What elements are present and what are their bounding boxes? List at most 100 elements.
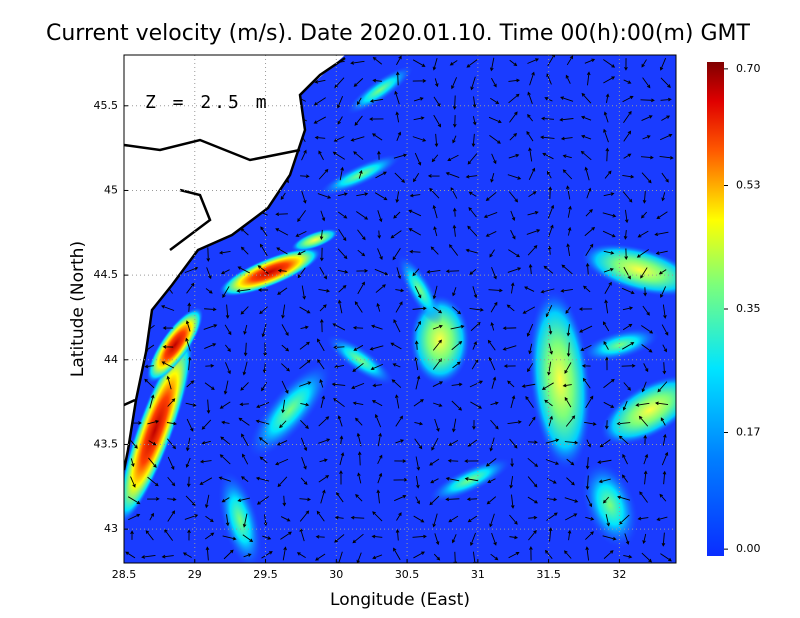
arrow bbox=[565, 306, 571, 314]
arrow bbox=[299, 510, 310, 522]
arrow bbox=[243, 553, 252, 558]
arrow bbox=[369, 98, 384, 103]
arrow bbox=[218, 476, 231, 482]
arrow bbox=[295, 230, 307, 237]
arrow bbox=[452, 95, 457, 110]
arrow bbox=[354, 301, 363, 313]
arrow bbox=[585, 531, 594, 540]
arrow bbox=[451, 400, 463, 411]
arrow bbox=[414, 421, 424, 426]
arrow bbox=[507, 267, 522, 273]
arrow bbox=[659, 57, 667, 71]
arrow bbox=[413, 173, 420, 183]
arrow bbox=[314, 79, 326, 84]
arrow bbox=[164, 529, 174, 541]
arrow bbox=[334, 364, 345, 369]
arrow bbox=[337, 211, 348, 219]
arrow bbox=[527, 496, 538, 504]
arrow bbox=[603, 250, 615, 255]
arrow bbox=[464, 477, 479, 482]
arrow bbox=[623, 130, 632, 142]
arrow bbox=[317, 359, 325, 370]
arrow bbox=[390, 342, 402, 350]
arrow bbox=[377, 472, 383, 484]
arrow bbox=[148, 457, 157, 468]
arrow bbox=[433, 553, 441, 561]
arrow bbox=[299, 341, 310, 350]
arrow bbox=[350, 515, 365, 520]
arrow bbox=[597, 459, 612, 464]
arrow bbox=[584, 58, 596, 64]
arrow bbox=[377, 210, 383, 223]
arrow bbox=[427, 174, 440, 178]
arrow bbox=[640, 211, 648, 219]
arrow bbox=[602, 321, 610, 332]
arrow bbox=[662, 362, 667, 375]
arrow bbox=[622, 191, 633, 203]
arrow bbox=[603, 192, 615, 197]
arrow bbox=[395, 191, 400, 204]
arrow bbox=[489, 249, 495, 258]
arrow bbox=[528, 529, 537, 541]
arrow bbox=[643, 470, 648, 485]
arrow bbox=[204, 307, 217, 312]
arrow bbox=[566, 55, 574, 66]
arrow bbox=[371, 534, 383, 539]
arrow bbox=[409, 249, 421, 254]
arrow bbox=[257, 265, 269, 274]
arrow bbox=[356, 192, 369, 197]
arrow bbox=[331, 382, 346, 387]
arrow bbox=[354, 115, 363, 126]
arrow bbox=[603, 378, 615, 389]
arrow bbox=[447, 458, 459, 463]
arrow bbox=[149, 394, 155, 409]
arrow bbox=[243, 324, 248, 335]
arrow bbox=[487, 478, 496, 484]
arrow bbox=[527, 457, 539, 468]
arrow bbox=[660, 417, 666, 426]
arrow bbox=[162, 345, 174, 349]
arrow bbox=[313, 97, 326, 106]
arrow bbox=[559, 117, 574, 122]
arrow bbox=[540, 135, 555, 140]
arrow bbox=[525, 396, 534, 408]
arrow bbox=[585, 457, 590, 470]
arrow bbox=[622, 323, 633, 331]
arrow bbox=[490, 301, 498, 313]
arrow bbox=[392, 363, 401, 368]
arrow bbox=[224, 344, 231, 352]
arrow bbox=[603, 401, 615, 408]
arrow bbox=[488, 288, 503, 293]
arrow bbox=[125, 551, 136, 559]
x-tick-label: 32 bbox=[612, 568, 626, 581]
arrow bbox=[450, 187, 458, 199]
arrow bbox=[299, 359, 311, 370]
arrow bbox=[586, 71, 591, 86]
arrow bbox=[431, 437, 439, 451]
arrow bbox=[641, 325, 654, 334]
arrow bbox=[548, 527, 553, 542]
arrow bbox=[338, 229, 347, 242]
arrow bbox=[318, 168, 329, 180]
arrow bbox=[623, 79, 632, 84]
arrow bbox=[528, 147, 533, 162]
arrow bbox=[466, 497, 478, 502]
arrow bbox=[377, 230, 382, 239]
arrow bbox=[412, 136, 427, 142]
arrow bbox=[337, 192, 348, 197]
arrow bbox=[219, 250, 231, 255]
arrow bbox=[432, 204, 438, 219]
arrow bbox=[636, 249, 649, 258]
colorbar-tick-label: 0.17 bbox=[736, 426, 761, 439]
arrow bbox=[622, 400, 628, 411]
arrow bbox=[319, 266, 327, 280]
arrow bbox=[452, 115, 457, 128]
arrow bbox=[258, 437, 268, 445]
arrow bbox=[623, 230, 628, 240]
arrow bbox=[641, 172, 652, 184]
arrow bbox=[395, 111, 400, 123]
arrow bbox=[187, 529, 191, 541]
arrow bbox=[490, 322, 495, 331]
x-tick-label: 31 bbox=[471, 568, 485, 581]
arrow bbox=[337, 269, 349, 274]
